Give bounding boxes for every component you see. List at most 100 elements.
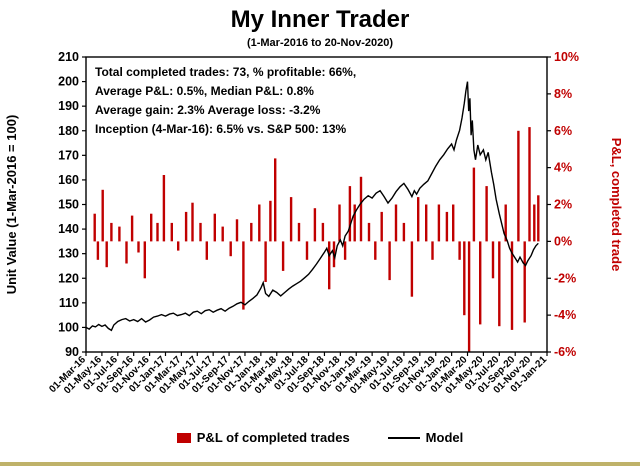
pnl-bar (96, 241, 100, 260)
left-tick-label: 180 (58, 124, 79, 138)
pnl-bar (258, 204, 261, 242)
pnl-bar (213, 213, 216, 242)
pnl-bar (162, 175, 166, 242)
pnl-bar (137, 241, 140, 253)
pnl-bar (105, 241, 108, 268)
legend: P&L of completed trades Model (0, 430, 640, 445)
right-tick-label: -2% (554, 271, 576, 285)
right-tick-label: 8% (554, 87, 572, 101)
stats-line-3: Average gain: 2.3% Average loss: -3.2% (95, 103, 321, 117)
left-tick-label: 100 (58, 320, 79, 334)
pnl-bar (472, 167, 476, 242)
left-tick-label: 170 (58, 148, 79, 162)
pnl-bar (533, 204, 536, 242)
stats-line-4: Inception (4-Mar-16): 6.5% vs. S&P 500: … (95, 122, 347, 136)
x-axis: 01-Mar-1601-May-1601-Jul-1601-Sep-1601-N… (47, 352, 549, 396)
left-tick-label: 130 (58, 247, 79, 261)
chart-title: My Inner Trader (230, 6, 410, 33)
pnl-bar (491, 241, 495, 279)
pnl-bar (305, 241, 309, 260)
pnl-bar (485, 186, 488, 242)
pnl-bar (313, 208, 317, 242)
pnl-bar (479, 241, 482, 325)
pnl-bar (353, 204, 356, 242)
left-tick-label: 200 (58, 75, 79, 89)
pnl-bar (242, 241, 245, 310)
pnl-bar (458, 241, 461, 260)
pnl-bar (425, 204, 428, 242)
pnl-bar (269, 200, 272, 242)
pnl-bar (380, 211, 383, 242)
pnl-bar (170, 222, 173, 242)
pnl-bar (523, 241, 526, 323)
pnl-bar (156, 222, 159, 242)
pnl-bar (498, 241, 501, 327)
pnl-bar (235, 219, 239, 242)
pnl-bar (93, 213, 96, 242)
pnl-bars (93, 127, 540, 352)
pnl-bar (528, 127, 531, 242)
right-tick-label: 4% (554, 161, 572, 175)
pnl-bar (463, 241, 466, 316)
pnl-bar (517, 130, 520, 242)
right-tick-label: 0% (554, 234, 572, 248)
pnl-bar (431, 241, 434, 260)
pnl-bar (118, 226, 121, 242)
right-tick-label: 10% (554, 50, 579, 64)
stats-line-2: Average P&L: 0.5%, Median P&L: 0.8% (95, 84, 314, 98)
pnl-bar (374, 241, 377, 260)
pnl-bar (274, 158, 277, 242)
pnl-bar (537, 195, 540, 242)
pnl-bar (359, 176, 363, 242)
pnl-bar (510, 241, 514, 330)
pnl-bar (281, 241, 285, 271)
pnl-bars-legend-label: P&L of completed trades (196, 430, 350, 445)
left-tick-label: 190 (58, 99, 79, 113)
pnl-bar (367, 222, 371, 242)
pnl-bar (388, 241, 391, 281)
pnl-bar (221, 226, 224, 242)
pnl-bar (125, 241, 128, 264)
pnl-bar (264, 241, 267, 282)
left-tick-label: 90 (65, 345, 79, 359)
right-tick-label: -4% (554, 308, 576, 322)
left-tick-label: 120 (58, 271, 79, 285)
model-line-legend-label: Model (425, 430, 464, 445)
pnl-bar (467, 241, 471, 352)
pnl-bar (191, 202, 194, 242)
chart-subtitle: (1-Mar-2016 to 20-Nov-2020) (246, 37, 394, 49)
pnl-bar (297, 222, 301, 242)
right-axis-title: P&L, completed trade (609, 138, 624, 272)
left-axis: 90 100 110 120 130 140 150 160 170 180 190 200 210 (58, 50, 86, 359)
pnl-bar (452, 204, 455, 242)
right-tick-label: -6% (554, 345, 576, 359)
pnl-bar (250, 222, 253, 242)
pnl-bar (199, 222, 202, 242)
left-tick-label: 140 (58, 222, 79, 236)
pnl-bar (321, 222, 325, 242)
pnl-bar (338, 204, 341, 242)
model-line (85, 81, 539, 332)
left-axis-title: Unit Value (1-Mar-2016 = 100) (4, 115, 19, 295)
left-tick-label: 150 (58, 198, 79, 212)
right-tick-label: 6% (554, 124, 572, 138)
pnl-bar (504, 204, 507, 242)
pnl-bar (130, 215, 134, 242)
pnl-bar (343, 241, 347, 260)
right-tick-label: 2% (554, 198, 572, 212)
left-tick-label: 210 (58, 50, 79, 64)
pnl-bar (184, 211, 188, 242)
bottom-border (0, 462, 640, 466)
pnl-bar (348, 186, 352, 242)
pnl-bar (402, 222, 406, 242)
pnl-bar (289, 197, 293, 242)
pnl-bar (410, 241, 414, 297)
pnl-bar (417, 197, 420, 242)
pnl-bar (437, 204, 441, 242)
pnl-bar (328, 241, 331, 290)
pnl-bars-legend-swatch (176, 432, 191, 443)
left-tick-label: 160 (58, 173, 79, 187)
model-line-legend-swatch (387, 436, 420, 439)
pnl-bar (445, 211, 449, 242)
